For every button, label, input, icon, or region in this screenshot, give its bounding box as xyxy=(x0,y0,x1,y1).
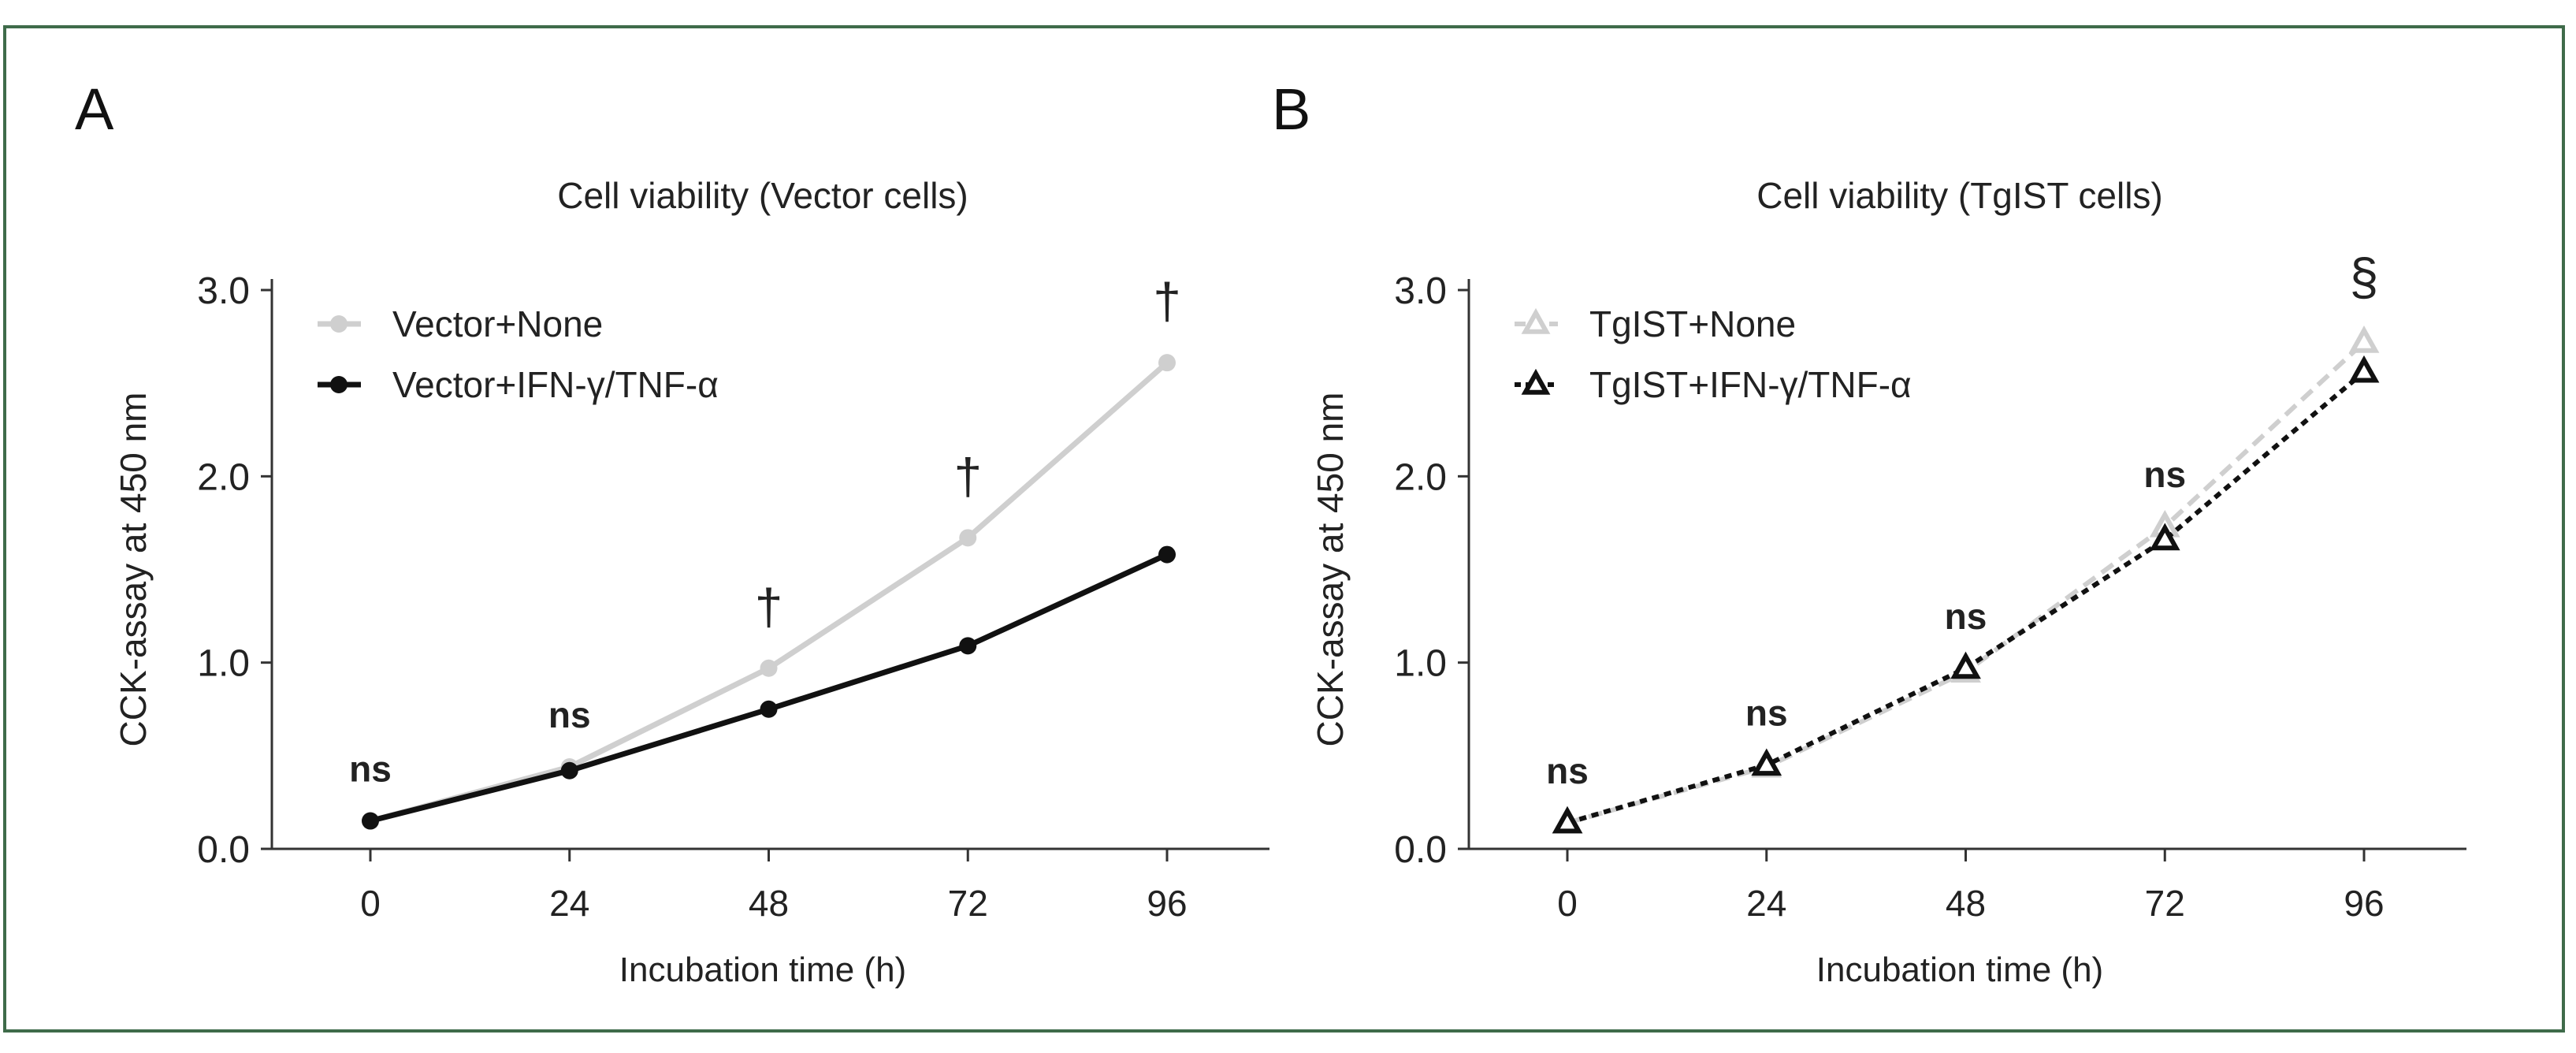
legend-label: Vector+IFN-γ/TNF-α xyxy=(392,364,719,405)
x-tick-label: 48 xyxy=(1946,883,1986,924)
y-tick-label: 1.0 xyxy=(1394,643,1447,685)
x-axis-label: Incubation time (h) xyxy=(619,951,906,989)
y-tick-label: 0.0 xyxy=(197,829,250,871)
significance-annotation: † xyxy=(953,448,982,504)
data-point xyxy=(2348,326,2380,353)
significance-annotation: ns xyxy=(1745,693,1788,734)
significance-annotation: ns xyxy=(1546,750,1589,791)
y-tick-label: 1.0 xyxy=(197,643,250,685)
significance-annotation: ns xyxy=(1945,596,1987,637)
data-point xyxy=(362,812,379,830)
x-tick-label: 48 xyxy=(749,883,789,924)
x-tick-label: 24 xyxy=(1746,883,1786,924)
y-tick-label: 0.0 xyxy=(1394,829,1447,871)
panel-label: B xyxy=(1272,76,1310,142)
data-point xyxy=(1158,354,1176,372)
data-point xyxy=(760,700,778,718)
data-point xyxy=(959,529,977,547)
x-tick-label: 72 xyxy=(948,883,988,924)
legend-label: Vector+None xyxy=(392,303,603,344)
y-tick-label: 3.0 xyxy=(1394,270,1447,312)
chart-title: Cell viability (Vector cells) xyxy=(557,175,968,216)
y-tick-label: 2.0 xyxy=(197,456,250,498)
panel-label: A xyxy=(75,76,114,142)
data-point xyxy=(1950,651,1981,679)
legend-label: TgIST+IFN-γ/TNF-α xyxy=(1589,364,1912,405)
chart-title: Cell viability (TgIST cells) xyxy=(1756,175,2162,216)
data-point xyxy=(1751,748,1782,776)
y-axis-label: CCK-assay at 450 nm xyxy=(113,393,154,747)
legend-marker xyxy=(1521,368,1551,395)
data-point xyxy=(1552,806,1583,834)
series-line-1 xyxy=(1567,340,2366,825)
y-tick-label: 2.0 xyxy=(1394,456,1447,498)
significance-annotation: † xyxy=(755,579,783,635)
x-axis-label: Incubation time (h) xyxy=(1816,951,2103,989)
significance-annotation: ns xyxy=(349,749,392,790)
data-point xyxy=(760,659,778,677)
legend-marker xyxy=(330,315,348,333)
significance-annotation: ns xyxy=(548,694,591,735)
significance-annotation: † xyxy=(1153,273,1181,329)
x-tick-label: 96 xyxy=(2344,883,2384,924)
x-tick-label: 0 xyxy=(360,883,381,924)
legend-label: TgIST+None xyxy=(1589,303,1796,344)
x-tick-label: 96 xyxy=(1147,883,1187,924)
data-point xyxy=(2348,355,2380,383)
legend-marker xyxy=(330,376,348,393)
x-tick-label: 0 xyxy=(1557,883,1578,924)
legend-marker xyxy=(1521,307,1551,334)
x-tick-label: 24 xyxy=(549,883,589,924)
y-tick-label: 3.0 xyxy=(197,270,250,312)
significance-annotation: § xyxy=(2350,247,2379,306)
data-point xyxy=(959,637,977,655)
y-axis-label: CCK-assay at 450 nm xyxy=(1310,393,1351,747)
x-tick-label: 72 xyxy=(2145,883,2185,924)
figure-canvas: A Cell viability (Vector cells) 0.0 1.0 2.0 3… xyxy=(75,76,2466,989)
data-point xyxy=(560,761,578,780)
data-point xyxy=(1158,545,1176,564)
data-point xyxy=(2149,523,2180,551)
figure-frame: A Cell viability (Vector cells) 0.0 1.0 2.0 3… xyxy=(3,25,2565,1033)
significance-annotation: ns xyxy=(2143,454,2186,495)
